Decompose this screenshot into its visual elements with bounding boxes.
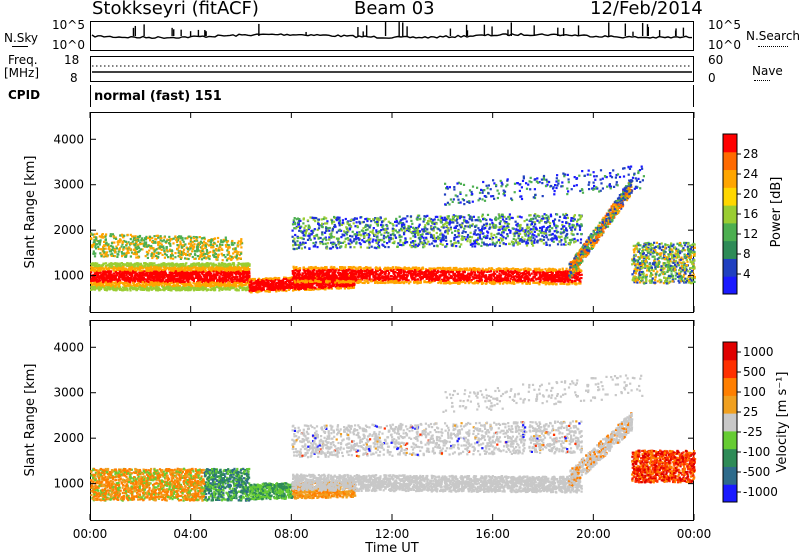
colorbar-tick-label: 500: [743, 365, 766, 379]
colorbar-tick-label: 25: [743, 405, 758, 419]
cpid-value: normal (fast) 151: [94, 89, 222, 104]
nsky-trace: [91, 32, 692, 40]
x-tick-label: 04:00: [173, 527, 208, 541]
nave-tick-bottom: 0: [708, 71, 716, 85]
colorbar-tick-label: -500: [743, 465, 770, 479]
colorbar-segment: [723, 466, 737, 485]
power-data: [90, 165, 696, 294]
colorbar-segment: [723, 448, 737, 467]
freq-tick-top: 18: [64, 53, 80, 67]
nave-label: Nave: [752, 64, 783, 78]
y-tick-label: 3000: [53, 386, 84, 400]
colorbar-tick-label: 8: [743, 247, 751, 261]
y-tick-label: 2000: [53, 431, 84, 445]
x-tick-label: 12:00: [375, 527, 410, 541]
cpid-panel: [90, 85, 694, 107]
nsearch-label: N.Search: [746, 29, 800, 43]
colorbar-tick-label: -100: [743, 445, 770, 459]
velocity-data: [90, 374, 697, 502]
velocity-y-axis: 1000 2000 3000 4000: [53, 340, 694, 491]
velocity-colorbar-label: Velocity [m s⁻¹]: [775, 372, 790, 473]
colorbar-tick-label: 24: [743, 167, 758, 181]
colorbar-tick-label: 100: [743, 385, 766, 399]
x-tick-label: 08:00: [274, 527, 309, 541]
colorbar-segment: [723, 258, 737, 277]
velocity-colorbar: 1000 500 100 25 -25 -100 -500 -1000: [722, 341, 778, 503]
x-tick-label: 00:00: [677, 527, 712, 541]
date-title: 12/Feb/2014: [590, 0, 703, 19]
nsearch-dotted-line: [758, 46, 788, 47]
colorbar-segment: [723, 205, 737, 224]
nsky-tick-top: 10^5: [52, 18, 85, 32]
power-y-axis: 1000 2000 3000 4000: [53, 132, 694, 283]
x-axis-label: Time UT: [364, 541, 418, 554]
colorbar-tick-label: 4: [743, 267, 751, 281]
colorbar-tick-label: 28: [743, 147, 758, 161]
colorbar-tick-label: 20: [743, 187, 758, 201]
y-tick-label: 4000: [53, 340, 84, 354]
power-y-label: Slant Range [km]: [23, 156, 38, 269]
cpid-label: CPID: [8, 88, 41, 102]
freq-unit-label: [MHz]: [4, 66, 40, 80]
colorbar-segment: [723, 430, 737, 450]
power-colorbar-label: Power [dB]: [769, 177, 784, 248]
x-tick-label: 16:00: [475, 527, 510, 541]
colorbar-frame: [722, 341, 738, 503]
colorbar-segment: [723, 413, 737, 432]
colorbar-segment: [723, 342, 737, 361]
colorbar-tick-label: -25: [743, 425, 763, 439]
power-colorbar: 4 8 12 16 20 24 28: [722, 133, 758, 295]
nsky-label: N.Sky: [4, 31, 39, 45]
freq-label: Freq.: [8, 53, 38, 67]
y-tick-label: 2000: [53, 223, 84, 237]
y-tick-label: 1000: [53, 477, 84, 491]
y-tick-label: 4000: [53, 132, 84, 146]
power-x-ticks: [89, 112, 695, 312]
freq-panel: [90, 56, 694, 82]
nave-tick-top: 60: [708, 53, 724, 67]
y-tick-label: 3000: [53, 178, 84, 192]
velocity-x-axis: 00:00 04:00 08:00 12:00 16:00 20:00 00:00: [73, 320, 712, 541]
x-tick-label: 00:00: [73, 527, 108, 541]
colorbar-tick-label: 16: [743, 207, 758, 221]
nsky-panel: [90, 21, 694, 51]
y-tick-label: 1000: [53, 269, 84, 283]
colorbar-segment: [723, 134, 737, 153]
colorbar-segment: [723, 359, 737, 379]
colorbar-segment: [723, 484, 737, 503]
velocity-y-label: Slant Range [km]: [23, 364, 38, 477]
freq-tick-bottom: 8: [70, 71, 78, 85]
colorbar-tick-label: 12: [743, 227, 758, 241]
colorbar-segment: [723, 222, 737, 242]
colorbar-segment: [723, 276, 737, 295]
colorbar-segment: [723, 240, 737, 259]
x-tick-label: 20:00: [576, 527, 611, 541]
colorbar-segment: [723, 169, 737, 188]
colorbar-tick-label: 1000: [743, 345, 774, 359]
velocity-plot: 1000 2000 3000 4000 00:00 04:00 08:00 12:00 16:…: [23, 320, 790, 554]
nsky-tick-bottom: 10^0: [52, 38, 85, 52]
power-plot: 1000 2000 3000 4000 Slant Range [km] 4 8 12 16…: [23, 112, 784, 313]
nsearch-tick-top: 10^5: [708, 18, 741, 32]
station-title: Stokkseyri (fitACF): [92, 0, 259, 19]
colorbar-tick-label: -1000: [743, 485, 778, 499]
nsearch-tick-bottom: 10^0: [708, 38, 741, 52]
colorbar-segment: [723, 377, 737, 396]
beam-title: Beam 03: [354, 0, 435, 19]
nsky-spikes: [132, 22, 685, 36]
colorbar-segment: [723, 395, 737, 414]
colorbar-segment: [723, 151, 737, 171]
nave-dotted-line: [754, 80, 770, 81]
colorbar-segment: [723, 187, 737, 206]
nsky-underline: [12, 46, 28, 47]
